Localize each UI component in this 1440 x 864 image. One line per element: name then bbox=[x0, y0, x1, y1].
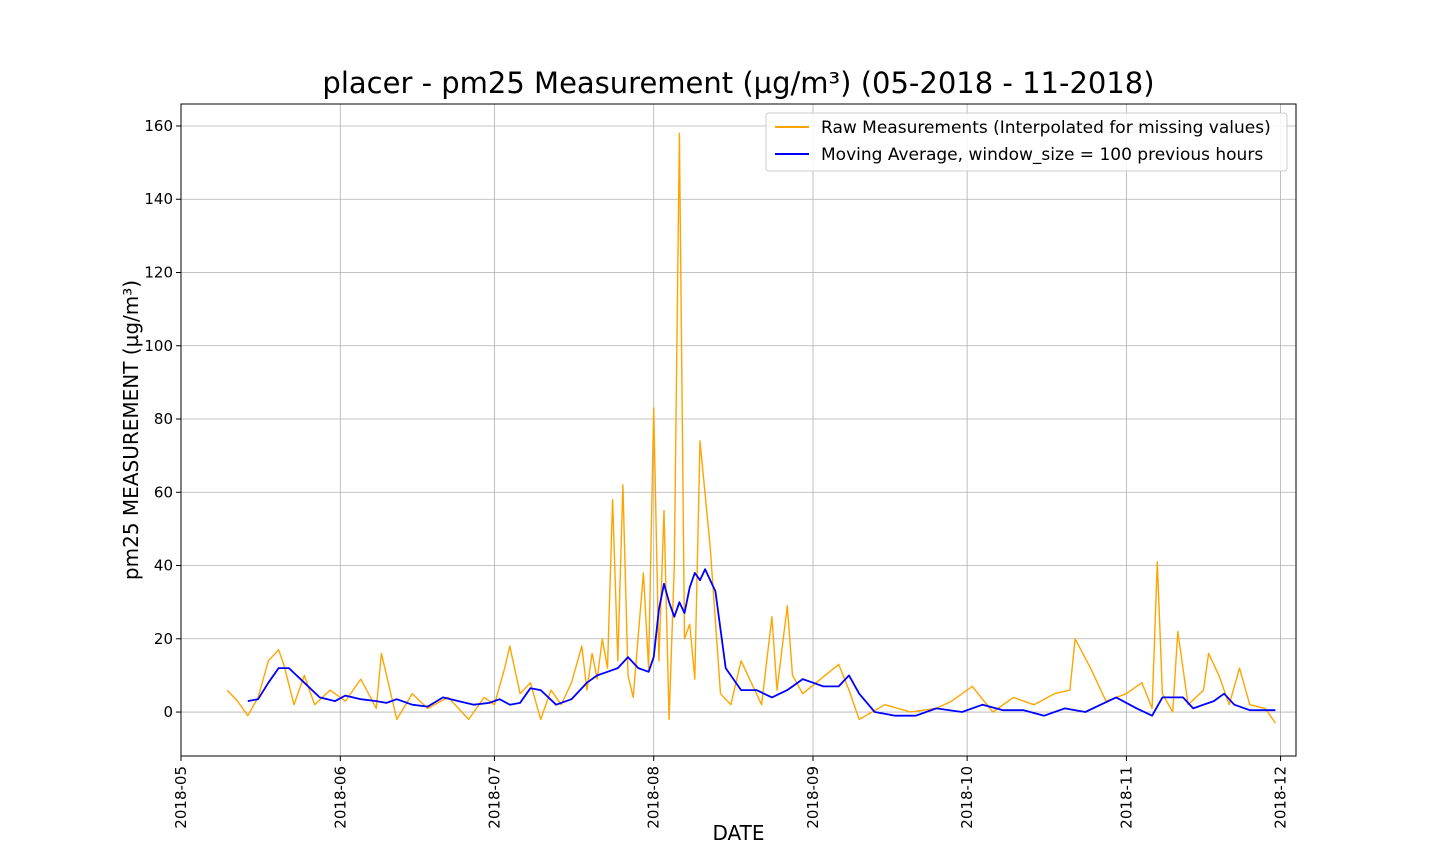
y-tick-label: 120 bbox=[144, 263, 173, 281]
x-axis-label: DATE bbox=[712, 821, 764, 845]
legend-label-raw: Raw Measurements (Interpolated for missi… bbox=[821, 118, 1271, 138]
y-tick-label: 80 bbox=[154, 410, 173, 428]
y-tick-label: 140 bbox=[144, 190, 173, 208]
x-tick-label: 2018-08 bbox=[645, 766, 663, 829]
series-layer bbox=[226, 132, 1276, 724]
x-tick-label: 2018-12 bbox=[1272, 766, 1290, 829]
x-tick-label: 2018-09 bbox=[804, 766, 822, 829]
x-tick-label: 2018-10 bbox=[958, 766, 976, 829]
y-axis: 0 20 40 60 80 100 120 140 160 bbox=[144, 117, 181, 721]
x-tick-label: 2018-05 bbox=[172, 766, 190, 829]
legend-label-moving-average: Moving Average, window_size = 100 previo… bbox=[821, 145, 1263, 165]
series-moving-average-line bbox=[247, 568, 1276, 717]
y-tick-label: 20 bbox=[154, 630, 173, 648]
legend: Raw Measurements (Interpolated for missi… bbox=[765, 112, 1288, 172]
chart-title: placer - pm25 Measurement (µg/m³) (05-20… bbox=[322, 66, 1154, 100]
y-tick-label: 40 bbox=[154, 557, 173, 575]
y-tick-label: 0 bbox=[163, 703, 173, 721]
legend-box bbox=[765, 112, 1288, 172]
y-tick-label: 100 bbox=[144, 337, 173, 355]
series-raw-line bbox=[226, 132, 1276, 724]
grid bbox=[180, 104, 1296, 756]
y-tick-label: 160 bbox=[144, 117, 173, 135]
x-tick-label: 2018-11 bbox=[1117, 766, 1135, 829]
plot-frame bbox=[180, 103, 1297, 757]
x-axis: 2018-05 2018-06 2018-07 2018-08 2018-09 2018-… bbox=[172, 756, 1290, 829]
y-tick-label: 60 bbox=[154, 483, 173, 501]
y-axis-label: pm25 MEASUREMENT (µg/m³) bbox=[119, 280, 143, 580]
x-tick-label: 2018-07 bbox=[485, 766, 503, 829]
x-tick-label: 2018-06 bbox=[331, 766, 349, 829]
